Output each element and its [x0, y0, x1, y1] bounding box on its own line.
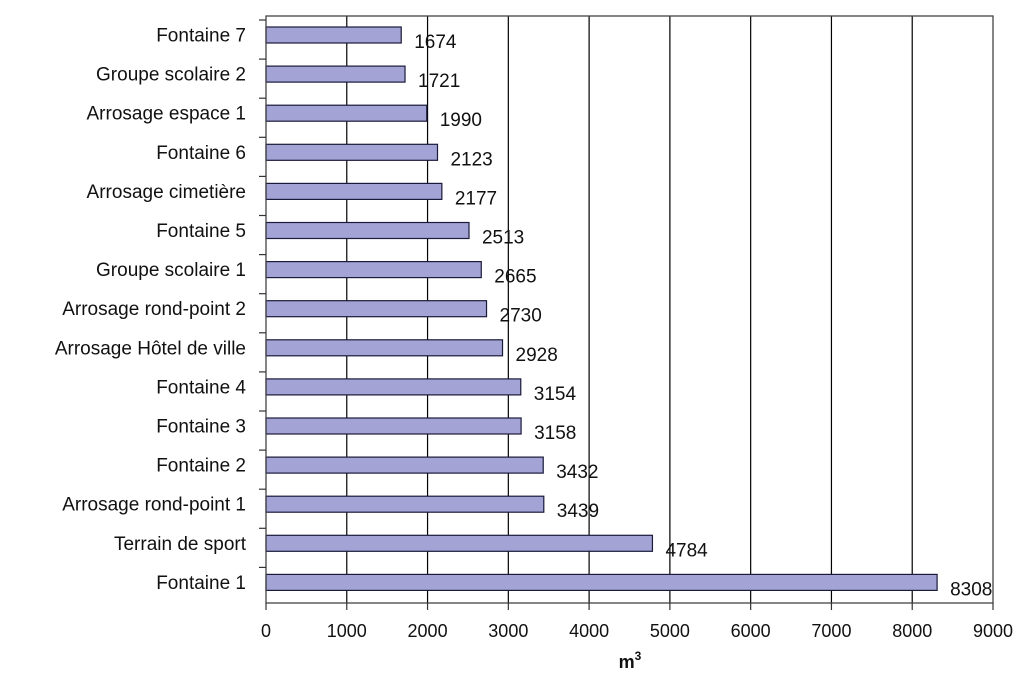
- x-axis-title: m3: [619, 649, 642, 672]
- category-label: Arrosage espace 1: [87, 104, 247, 125]
- data-label: 3432: [556, 462, 598, 483]
- data-label: 3158: [534, 423, 576, 444]
- x-tick-label: 1000: [327, 621, 367, 641]
- data-label: 2177: [455, 188, 497, 209]
- category-label: Terrain de sport: [114, 534, 247, 555]
- bar: [266, 105, 427, 121]
- category-label: Arrosage Hôtel de ville: [55, 338, 246, 359]
- bar: [266, 496, 544, 512]
- bar: [266, 379, 521, 395]
- category-label: Fontaine 1: [156, 573, 246, 594]
- bar: [266, 340, 503, 356]
- category-label: Arrosage rond-point 1: [62, 495, 246, 516]
- category-label: Arrosage cimetière: [87, 182, 246, 203]
- category-label: Fontaine 4: [156, 377, 246, 398]
- data-label: 1990: [440, 110, 482, 131]
- data-label: 8308: [950, 579, 992, 600]
- x-tick-label: 5000: [650, 621, 690, 641]
- x-tick-label: 3000: [488, 621, 528, 641]
- category-label: Fontaine 6: [156, 143, 246, 164]
- data-label: 2730: [500, 306, 542, 327]
- bar: [266, 574, 937, 590]
- data-label: 3154: [534, 384, 577, 405]
- data-label: 1674: [414, 32, 457, 53]
- bar: [266, 144, 437, 160]
- data-label: 2513: [482, 228, 524, 249]
- x-tick-label: 2000: [408, 621, 448, 641]
- category-label: Groupe scolaire 1: [96, 260, 246, 281]
- bar: [266, 223, 469, 239]
- bar: [266, 262, 481, 278]
- x-tick-label: 0: [261, 621, 271, 641]
- bar: [266, 27, 401, 43]
- x-tick-label: 4000: [569, 621, 609, 641]
- data-label: 2123: [450, 149, 492, 170]
- category-label: Fontaine 3: [156, 417, 246, 438]
- category-label: Groupe scolaire 2: [96, 65, 246, 86]
- x-tick-label: 9000: [973, 621, 1013, 641]
- x-tick-label: 6000: [731, 621, 771, 641]
- bars: [266, 27, 937, 590]
- data-label: 1721: [418, 71, 460, 92]
- category-label: Fontaine 5: [156, 221, 246, 242]
- bar: [266, 535, 652, 551]
- bar: [266, 66, 405, 82]
- data-label: 2665: [494, 267, 536, 288]
- x-tick-label: 8000: [892, 621, 932, 641]
- bar: [266, 457, 543, 473]
- bar: [266, 418, 521, 434]
- category-label: Fontaine 7: [156, 26, 246, 47]
- x-tick-label: 7000: [811, 621, 851, 641]
- bar: [266, 301, 487, 317]
- data-label: 4784: [665, 540, 708, 561]
- bar: [266, 183, 442, 199]
- category-label: Fontaine 2: [156, 456, 246, 477]
- data-label: 2928: [516, 345, 558, 366]
- category-label: Arrosage rond-point 2: [62, 299, 246, 320]
- data-label: 3439: [557, 501, 599, 522]
